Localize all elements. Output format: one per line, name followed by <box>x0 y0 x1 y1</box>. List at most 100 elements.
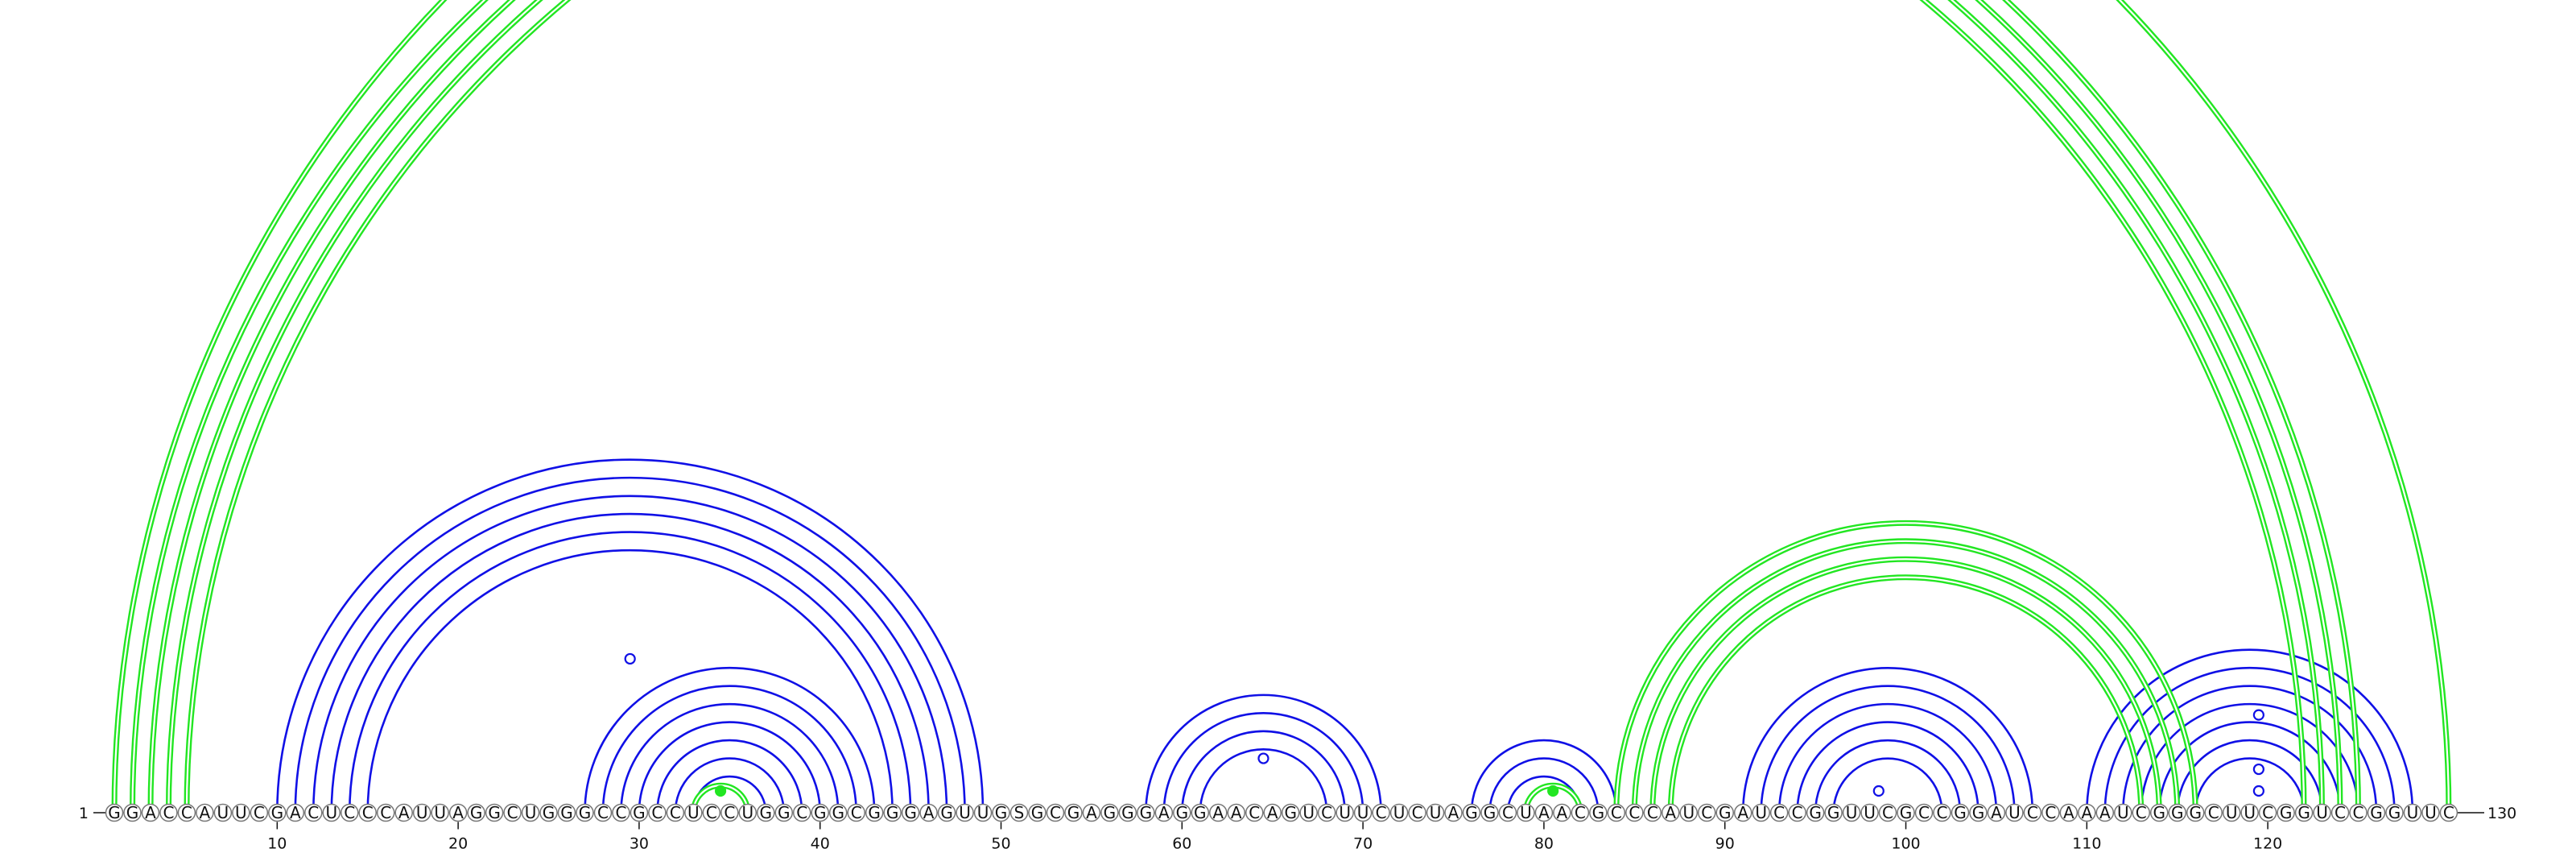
nucleotide: C <box>250 803 269 822</box>
nucleotide-circle <box>883 803 902 822</box>
nucleotide: A <box>286 803 305 822</box>
nucleotide: C <box>1372 803 1390 822</box>
end-position-label: 130 <box>2487 805 2516 822</box>
nucleotide-letter: C <box>1611 803 1622 822</box>
nucleotide-letter: A <box>1737 803 1748 822</box>
nucleotide-circle <box>2403 803 2422 822</box>
nucleotide: C <box>1625 803 1644 822</box>
nucleotide-letter: U <box>235 803 247 822</box>
nucleotide: A <box>141 803 160 822</box>
nucleotide-letter: A <box>2099 803 2111 822</box>
nucleotide-circle <box>1372 803 1390 822</box>
nucleotide-letter: G <box>832 803 844 822</box>
nucleotide-circle <box>1299 803 1318 822</box>
pseudoknot-arc <box>147 0 2343 814</box>
nucleotide-letter: G <box>1719 803 1732 822</box>
nucleotide-circle <box>1263 803 1282 822</box>
nucleotide-circle <box>2204 803 2223 822</box>
nucleotide-letter: G <box>126 803 139 822</box>
nucleotide: U <box>322 803 341 822</box>
nucleotide: U <box>1426 803 1445 822</box>
nucleotide-letter: U <box>741 803 753 822</box>
nucleotide: G <box>1480 803 1499 822</box>
nucleotide-letter: U <box>525 803 537 822</box>
stem-marker <box>1257 752 1269 764</box>
nucleotide: G <box>1897 803 1915 822</box>
nucleotide-circle <box>286 803 305 822</box>
nucleotide-letter: A <box>1086 803 1097 822</box>
nucleotide-letter: U <box>325 803 337 822</box>
nucleotide: G <box>1100 803 1119 822</box>
nucleotide-circle <box>1969 803 1988 822</box>
nucleotide-letter: A <box>1267 803 1278 822</box>
nucleotide: C <box>177 803 196 822</box>
nucleotide-circle <box>1191 803 1210 822</box>
tick-label: 120 <box>2253 835 2282 853</box>
nucleotide: G <box>1462 803 1481 822</box>
nucleotide-letter: U <box>2117 803 2129 822</box>
nucleotide-circle <box>1607 803 1626 822</box>
stem-arc <box>1488 757 1600 814</box>
nucleotide-circle <box>992 803 1010 822</box>
stem-arc <box>584 666 876 814</box>
stem-arc <box>2103 666 2396 814</box>
nucleotide-letter: U <box>1755 803 1767 822</box>
nucleotide: G <box>2277 803 2295 822</box>
pseudoknot-arc <box>1649 556 2162 814</box>
nucleotide-letter: G <box>2153 803 2165 822</box>
pseudoknot-arc <box>1667 574 2145 814</box>
nucleotide-circle <box>213 803 233 822</box>
nucleotide: A <box>448 803 468 822</box>
nucleotide-letter: G <box>904 803 917 822</box>
nucleotide-letter: A <box>923 803 935 822</box>
stem-arc <box>1162 712 1364 814</box>
stem-arc <box>2121 685 2378 814</box>
nucleotide-circle <box>1697 803 1716 822</box>
nucleotide: U <box>412 803 431 822</box>
tick-label: 40 <box>811 835 830 853</box>
stem-marker <box>2252 763 2264 776</box>
helix-markers <box>624 652 2264 797</box>
position-axis: 10 20 30 40 50 60 70 80 90 100 110 120 <box>267 822 2282 853</box>
nucleotide-circle <box>1842 803 1861 822</box>
nucleotide: G <box>757 803 775 822</box>
nucleotide-letter: C <box>163 803 174 822</box>
pseudoknot-marker <box>714 785 727 797</box>
nucleotide-circle <box>1426 803 1445 822</box>
nucleotide-circle <box>2132 803 2151 822</box>
nucleotide-letter: G <box>1121 803 1134 822</box>
tick-label: 10 <box>267 835 287 853</box>
nucleotide: U <box>1842 803 1861 822</box>
nucleotide-circle <box>792 803 811 822</box>
nucleotide-circle <box>612 803 630 822</box>
nucleotide-letter: C <box>1882 803 1893 822</box>
nucleotide-letter: G <box>1067 803 1080 822</box>
nucleotide-circle <box>847 803 865 822</box>
nucleotide-circle <box>2078 803 2096 822</box>
tick-label: 110 <box>2072 835 2101 853</box>
nucleotide-letter: C <box>670 803 681 822</box>
nucleotide-circle <box>1914 803 1934 822</box>
nucleotide: A <box>919 803 938 822</box>
nucleotide: C <box>1408 803 1426 822</box>
nucleotide-letter: G <box>1284 803 1297 822</box>
nucleotide: G <box>1064 803 1083 822</box>
stem-arc <box>312 495 948 814</box>
nucleotide-letter: U <box>687 803 700 822</box>
nucleotide: C <box>1643 803 1662 822</box>
nucleotide-letter: C <box>1918 803 1930 822</box>
nucleotide-letter: C <box>1701 803 1712 822</box>
nucleotide: A <box>1987 803 2006 822</box>
nucleotide-circle <box>1625 803 1644 822</box>
nucleotide-letter: C <box>1249 803 1260 822</box>
nucleotide: U <box>213 803 233 822</box>
pseudoknot-arc <box>1613 520 2198 814</box>
nucleotide-circle <box>2222 803 2241 822</box>
nucleotide: G <box>2294 803 2314 822</box>
nucleotide: G <box>828 803 848 822</box>
nucleotide-circle <box>1444 803 1463 822</box>
stem-marker <box>2252 785 2264 797</box>
nucleotide: G <box>1969 803 1988 822</box>
nucleotide: G <box>105 803 124 822</box>
nucleotide-circle <box>177 803 196 822</box>
